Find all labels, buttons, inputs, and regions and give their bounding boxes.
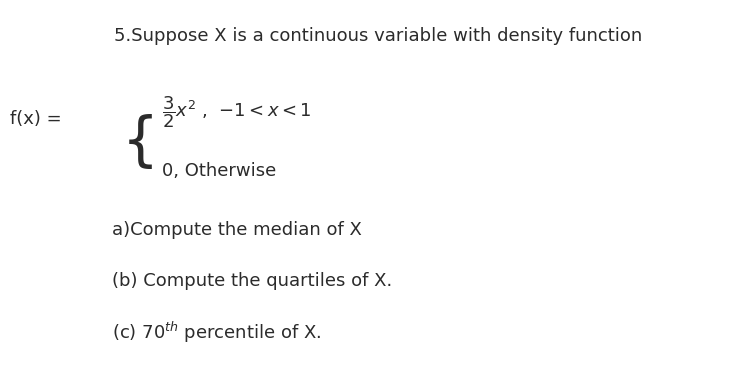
Text: 5.Suppose X is a continuous variable with density function: 5.Suppose X is a continuous variable wit… [114,27,642,45]
Text: $\{$: $\{$ [121,112,153,171]
Text: $\dfrac{3}{2}x^2$ ,  $-1<x<1$: $\dfrac{3}{2}x^2$ , $-1<x<1$ [162,94,312,130]
Text: a)Compute the median of X: a)Compute the median of X [112,221,362,239]
Text: (b) Compute the quartiles of X.: (b) Compute the quartiles of X. [112,272,393,290]
Text: f(x) =: f(x) = [10,110,62,128]
Text: 0, Otherwise: 0, Otherwise [162,162,277,180]
Text: (c) 70$^{th}$ percentile of X.: (c) 70$^{th}$ percentile of X. [112,320,321,345]
